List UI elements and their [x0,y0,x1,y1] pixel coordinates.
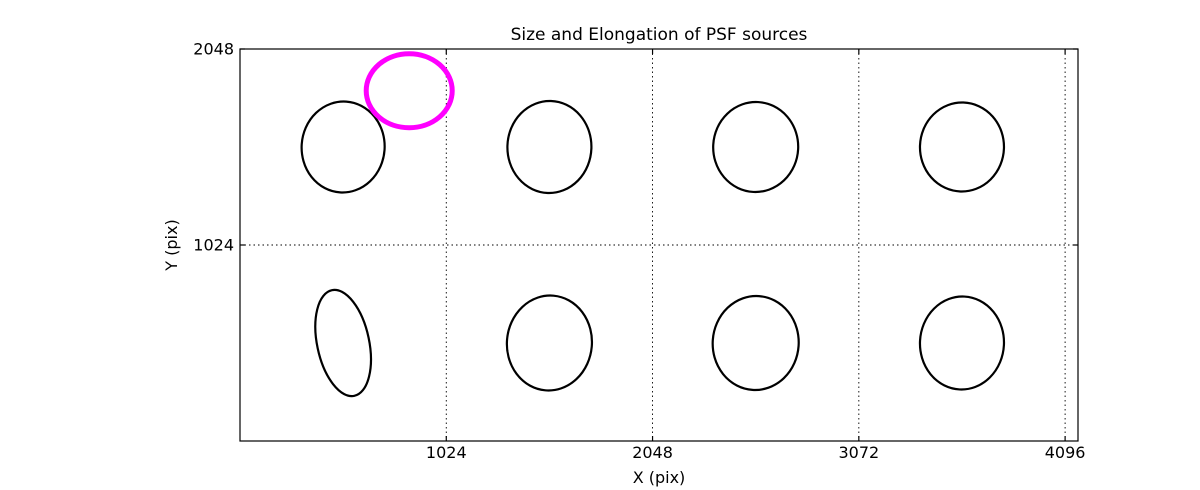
psf-source-ellipses-6 [711,294,800,392]
psf-source-ellipses-2 [712,100,800,194]
y-tick-label-1024: 1024 [193,236,234,255]
highlighted-source-ellipse-0 [363,51,455,131]
x-tick-label-2048: 2048 [632,443,673,462]
x-tick-label-1024: 1024 [426,443,467,462]
psf-source-ellipses-3 [918,101,1006,193]
y-tick-label-2048: 2048 [193,40,234,59]
x-axis-label: X (pix) [633,468,686,487]
y-axis-label: Y (pix) [162,219,181,271]
psf-source-ellipses-5 [505,294,594,392]
psf-source-ellipses-1 [506,99,593,195]
x-tick-label-3072: 3072 [838,443,879,462]
psf-source-ellipses-7 [918,295,1006,391]
chart-title: Size and Elongation of PSF sources [511,25,808,45]
x-tick-label-4096: 4096 [1045,443,1086,462]
psf-source-ellipses-0 [300,100,386,194]
psf-source-ellipses-4 [314,288,373,398]
